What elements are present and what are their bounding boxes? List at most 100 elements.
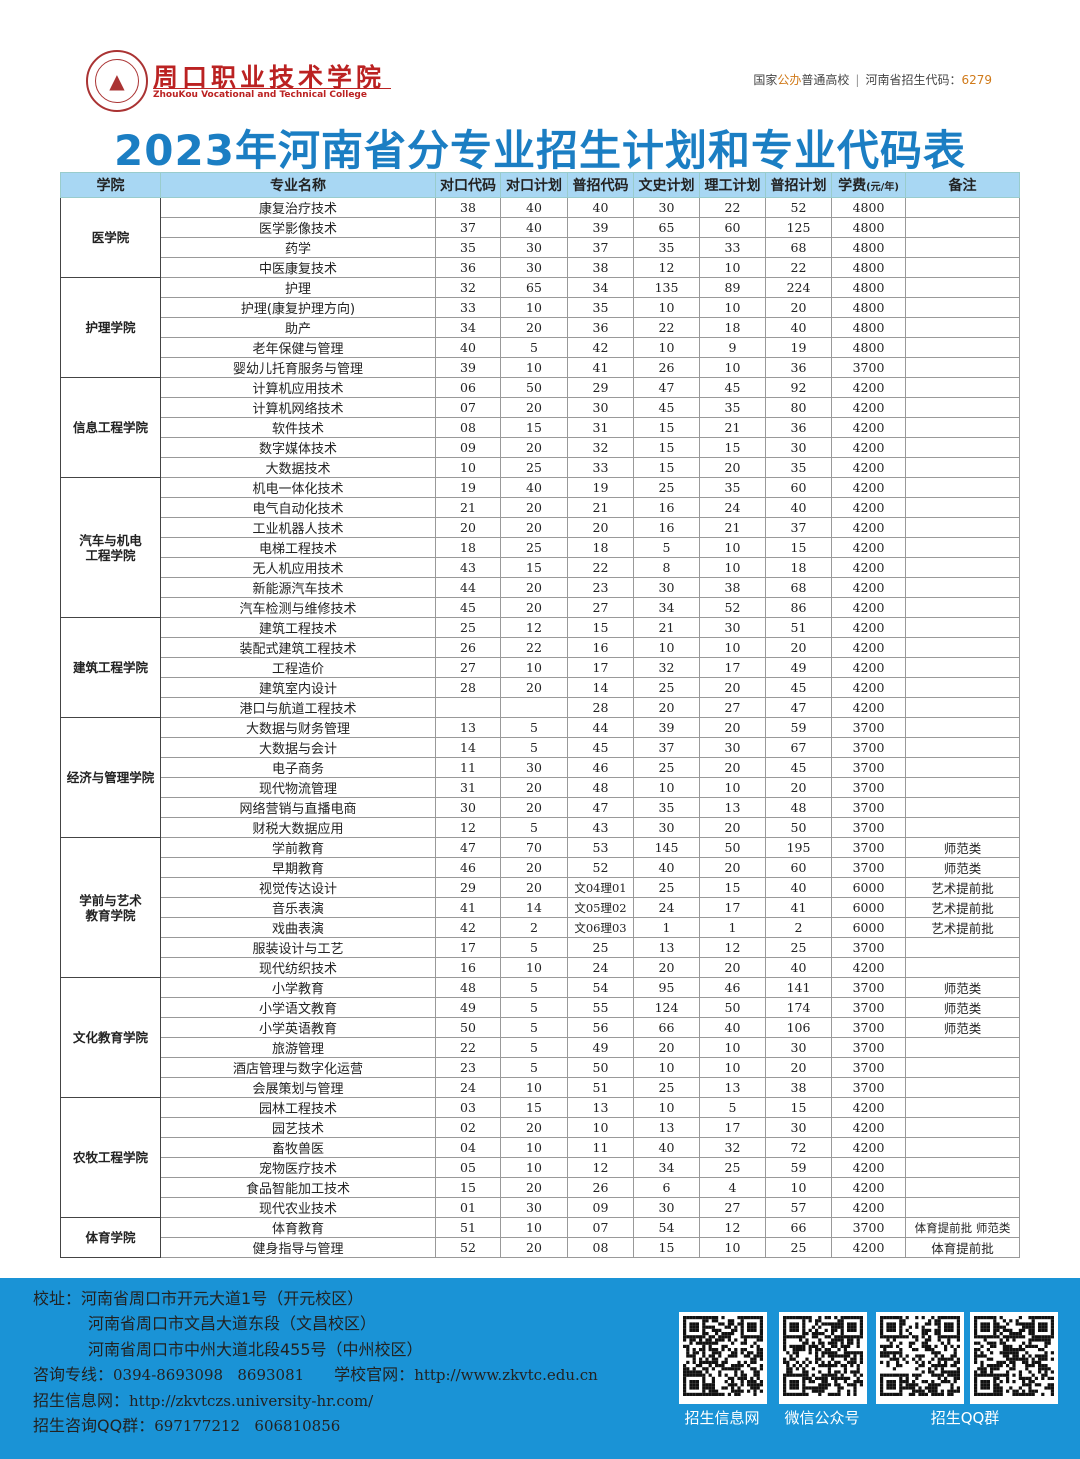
general-plan: 60 [765, 857, 832, 878]
vocational-plan: 20 [500, 497, 568, 518]
arts-plan: 16 [633, 497, 700, 518]
tuition: 4800 [831, 197, 906, 218]
qr-code-wechat-icon[interactable] [779, 1312, 867, 1404]
qr-code-admission-icon[interactable] [679, 1312, 767, 1404]
note [905, 797, 1020, 818]
vocational-code: 51 [435, 1217, 501, 1238]
vocational-code: 35 [435, 237, 501, 258]
arts-plan: 145 [633, 837, 700, 858]
vocational-plan: 5 [500, 1037, 568, 1058]
science-plan: 17 [699, 657, 766, 678]
general-code: 25 [567, 937, 634, 958]
table-row: 小学语文教育 49 5 55 124 50 174 3700 师范类 [61, 997, 1020, 1018]
vocational-code: 14 [435, 737, 501, 758]
major-name: 健身指导与管理 [160, 1237, 436, 1258]
tuition: 3700 [831, 757, 906, 778]
tuition: 4200 [831, 657, 906, 678]
arts-plan: 8 [633, 557, 700, 578]
vocational-plan: 5 [500, 1017, 568, 1038]
arts-plan: 40 [633, 1137, 700, 1158]
general-plan: 174 [765, 997, 832, 1018]
address-line: 河南省周口市文昌大道东段（文昌校区） [88, 1314, 377, 1333]
vocational-code: 03 [435, 1097, 501, 1118]
tuition: 4200 [831, 957, 906, 978]
major-name: 电气自动化技术 [160, 497, 436, 518]
vocational-plan: 30 [500, 237, 568, 258]
table-row: 文化教育学院 小学教育 48 5 54 95 46 141 3700 师范类 [60, 977, 1020, 1098]
qr-code-qq2-icon[interactable] [970, 1312, 1058, 1404]
vocational-plan: 20 [500, 877, 568, 898]
note [905, 537, 1020, 558]
note [905, 637, 1020, 658]
note: 师范类 [905, 857, 1020, 878]
general-code: 14 [567, 677, 634, 698]
admission-line: 招生信息网：http://zkvtczs.university-hr.com/ [33, 1387, 373, 1411]
major-name: 汽车检测与维修技术 [160, 597, 436, 618]
table-row: 软件技术 08 15 31 15 21 36 4200 [61, 417, 1020, 438]
major-name: 工程造价 [160, 657, 436, 678]
address: 河南省周口市开元大道1号（开元校区） [81, 1289, 364, 1308]
arts-plan: 25 [633, 877, 700, 898]
arts-plan: 20 [633, 957, 700, 978]
general-plan: 49 [765, 657, 832, 678]
science-plan: 52 [699, 597, 766, 618]
table-row: 护理(康复护理方向) 33 10 35 10 10 20 4800 [61, 297, 1020, 318]
website-link[interactable]: http://www.zkvtc.edu.cn [414, 1366, 598, 1384]
science-plan: 27 [699, 1197, 766, 1218]
major-name: 护理(康复护理方向) [160, 297, 436, 318]
science-plan: 50 [699, 837, 766, 858]
major-name: 婴幼儿托育服务与管理 [160, 357, 436, 378]
science-plan: 38 [699, 577, 766, 598]
tuition: 4200 [831, 1237, 906, 1258]
vocational-plan: 70 [500, 837, 568, 858]
table-row: 健身指导与管理 52 20 08 15 10 25 4200 体育提前批 [61, 1237, 1020, 1258]
science-plan: 13 [699, 1077, 766, 1098]
vocational-plan: 20 [500, 437, 568, 458]
note [905, 257, 1020, 278]
vocational-plan: 14 [500, 897, 568, 918]
vocational-code: 29 [435, 877, 501, 898]
major-name: 电梯工程技术 [160, 537, 436, 558]
science-plan: 18 [699, 317, 766, 338]
science-plan: 22 [699, 197, 766, 218]
vocational-code: 19 [435, 477, 501, 498]
vocational-code: 31 [435, 777, 501, 798]
vocational-plan: 25 [500, 457, 568, 478]
college-logo: ▲ [86, 50, 148, 112]
general-code: 38 [567, 257, 634, 278]
vocational-plan: 25 [500, 537, 568, 558]
note [905, 657, 1020, 678]
general-plan: 68 [765, 577, 832, 598]
major-name: 小学教育 [160, 977, 436, 998]
major-name: 医学影像技术 [160, 217, 436, 238]
tuition: 3700 [831, 1077, 906, 1098]
table-row: 音乐表演 41 14 文05理02 24 17 41 6000 艺术提前批 [61, 897, 1020, 918]
table-row: 护理学院 护理 32 65 34 135 89 224 4800 [60, 277, 1020, 378]
general-plan: 72 [765, 1137, 832, 1158]
admission-link[interactable]: http://zkvtczs.university-hr.com/ [129, 1392, 374, 1410]
note [905, 737, 1020, 758]
tuition: 3700 [831, 837, 906, 858]
tuition: 3700 [831, 797, 906, 818]
qr-code-qq1-icon[interactable] [876, 1312, 964, 1404]
vocational-plan: 5 [500, 717, 568, 738]
vocational-code [435, 697, 501, 718]
general-plan: 67 [765, 737, 832, 758]
note [905, 757, 1020, 778]
vocational-code: 07 [435, 397, 501, 418]
tuition: 4800 [831, 237, 906, 258]
vocational-code: 25 [435, 617, 501, 638]
tuition: 4800 [831, 317, 906, 338]
general-code: 15 [567, 617, 634, 638]
vocational-plan: 40 [500, 477, 568, 498]
vocational-code: 34 [435, 317, 501, 338]
general-plan: 25 [765, 1237, 832, 1258]
general-code: 33 [567, 457, 634, 478]
note [905, 817, 1020, 838]
vocational-code: 11 [435, 757, 501, 778]
general-plan: 106 [765, 1017, 832, 1038]
table-row: 装配式建筑工程技术 26 22 16 10 10 20 4200 [61, 637, 1020, 658]
vocational-code: 44 [435, 577, 501, 598]
arts-plan: 1 [633, 917, 700, 938]
table-row: 学前与艺术教育学院 学前教育 47 70 53 145 50 195 3700 师范类 [60, 837, 1020, 978]
